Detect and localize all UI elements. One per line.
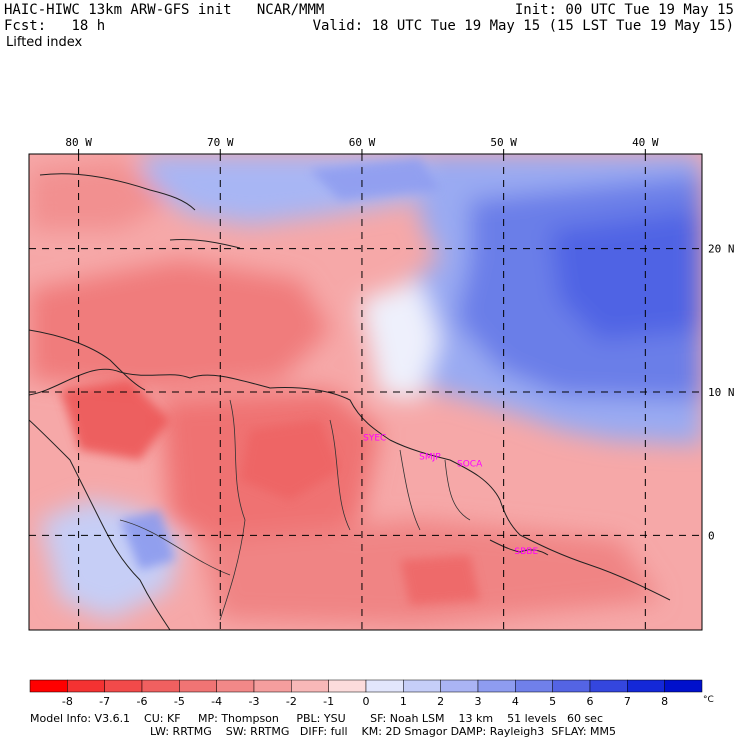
- core-unstable-3: [400, 555, 480, 605]
- lon-label: 40 W: [632, 136, 659, 149]
- model-info-line2: LW: RRTMG SW: RRTMG DIFF: full KM: 2D Sm…: [150, 725, 616, 738]
- colorbar-swatch: [291, 679, 329, 693]
- unstable-northwest: [29, 160, 170, 230]
- station-label: SMJP: [419, 452, 441, 462]
- colorbar-swatch: [216, 679, 255, 693]
- core-unstable-1: [60, 380, 170, 460]
- map-frame: [28, 153, 703, 631]
- map-field: [29, 154, 702, 630]
- unstable-caribbean: [29, 260, 330, 390]
- amazon-mouth: [489, 539, 549, 556]
- lon-label: 60 W: [349, 136, 376, 149]
- colorbar-tick-label: -1: [323, 695, 334, 708]
- colorbar-tick-label: 6: [587, 695, 594, 708]
- colorbar-swatch: [589, 679, 628, 693]
- colorbar-swatch: [67, 679, 105, 693]
- central-america-coast: [29, 329, 146, 391]
- core-stable-north: [310, 158, 440, 200]
- colorbar-tick-label: -6: [137, 695, 148, 708]
- colorbar-tick-label: -3: [249, 695, 260, 708]
- station-label: SBBE: [514, 547, 538, 557]
- colorbar-swatch: [627, 679, 665, 693]
- latitude-labels: 20 N 10 N 0: [708, 243, 735, 543]
- core-stable-andes: [120, 510, 175, 570]
- colorbar-swatch: [328, 679, 367, 693]
- colorbar-swatch: [440, 679, 479, 693]
- colorbar-tick-label: -5: [174, 695, 185, 708]
- colorbar-tick-label: -2: [286, 695, 297, 708]
- south-america-coast: [29, 368, 671, 601]
- border-2: [329, 419, 351, 531]
- lon-label: 50 W: [490, 136, 517, 149]
- colorbar-swatch: [365, 679, 404, 693]
- colorbar-swatch: [253, 679, 292, 693]
- colorbar-tick-label: 1: [400, 695, 407, 708]
- model-title: HAIC-HIWC 13km ARW-GFS init NCAR/MMM: [4, 2, 325, 18]
- colorbar-swatch: [552, 679, 591, 693]
- colorbar-swatch: [477, 679, 516, 693]
- model-info-line1: Model Info: V3.6.1 CU: KF MP: Thompson P…: [30, 712, 603, 725]
- colorbar-tick-label: 7: [624, 695, 631, 708]
- colorbar-tick-label: 0: [363, 695, 370, 708]
- colorbar-swatch: [104, 679, 143, 693]
- station-labels: SYEC SMJP SOCA SBBE: [363, 434, 538, 557]
- colorbar-swatch: [179, 679, 217, 693]
- colorbar-tick-label: 3: [475, 695, 482, 708]
- lon-label: 80 W: [65, 136, 92, 149]
- border-5: [119, 519, 231, 576]
- coastlines: [29, 173, 671, 630]
- cuba-coast: [39, 173, 196, 211]
- lat-label: 0: [708, 529, 715, 542]
- station-label: SOCA: [457, 460, 483, 470]
- lat-label: 10 N: [708, 386, 735, 399]
- colorbar-swatch: [403, 679, 441, 693]
- field-name: Lifted index: [6, 35, 83, 50]
- lat-label: 20 N: [708, 243, 735, 256]
- lat-lon-grid: [29, 154, 702, 630]
- neutral-zone: [360, 280, 440, 400]
- colorbar-tick-label: 8: [661, 695, 668, 708]
- forecast-hour: Fcst: 18 h: [4, 18, 106, 34]
- colorbar-tick-label: 4: [512, 695, 519, 708]
- colorbar-swatch: [664, 679, 703, 693]
- init-time: Init: 00 UTC Tue 19 May 15: [514, 2, 734, 18]
- colorbar-tick-label: -8: [62, 695, 73, 708]
- colorbar-swatch: [29, 679, 68, 693]
- longitude-labels: 80 W 70 W 60 W 50 W 40 W: [65, 136, 659, 154]
- lon-label: 70 W: [207, 136, 234, 149]
- stable-center: [550, 210, 702, 340]
- colorbar: -8 -7 -6 -5 -4 -3 -2 -1 0 1 2 3 4 5 6 7 8 °C: [29, 679, 714, 708]
- valid-time: Valid: 18 UTC Tue 19 May 15 (15 LST Tue …: [312, 18, 734, 34]
- colorbar-swatch: [141, 679, 180, 693]
- colorbar-unit: °C: [703, 695, 714, 705]
- colorbar-tick-label: 2: [437, 695, 444, 708]
- colorbar-tick-label: -4: [211, 695, 222, 708]
- colorbar-tick-label: 5: [549, 695, 556, 708]
- border-3: [399, 449, 421, 531]
- borders: [119, 399, 471, 621]
- station-label: SYEC: [363, 434, 386, 444]
- hispaniola-coast: [169, 239, 241, 249]
- pacific-coast: [29, 419, 171, 630]
- colorbar-swatch: [515, 679, 553, 693]
- colorbar-tick-label: -7: [99, 695, 110, 708]
- border-1: [219, 399, 246, 621]
- border-4: [444, 459, 471, 521]
- core-unstable-2: [240, 420, 340, 500]
